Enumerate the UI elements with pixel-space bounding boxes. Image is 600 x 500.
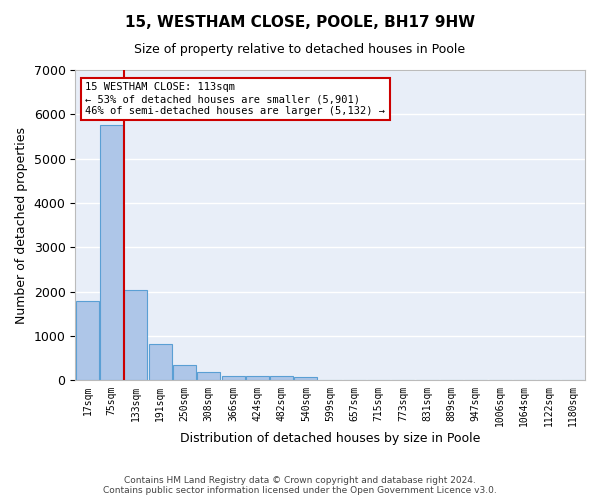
Bar	[295, 378, 317, 380]
Bar	[173, 366, 196, 380]
X-axis label: Distribution of detached houses by size in Poole: Distribution of detached houses by size …	[180, 432, 481, 445]
Bar	[124, 290, 148, 380]
Bar	[221, 376, 245, 380]
Bar	[197, 372, 220, 380]
Bar	[270, 376, 293, 380]
Text: Contains HM Land Registry data © Crown copyright and database right 2024.
Contai: Contains HM Land Registry data © Crown c…	[103, 476, 497, 495]
Text: 15 WESTHAM CLOSE: 113sqm
← 53% of detached houses are smaller (5,901)
46% of sem: 15 WESTHAM CLOSE: 113sqm ← 53% of detach…	[85, 82, 385, 116]
Text: Size of property relative to detached houses in Poole: Size of property relative to detached ho…	[134, 42, 466, 56]
Bar	[100, 126, 123, 380]
Y-axis label: Number of detached properties: Number of detached properties	[15, 126, 28, 324]
Text: 15, WESTHAM CLOSE, POOLE, BH17 9HW: 15, WESTHAM CLOSE, POOLE, BH17 9HW	[125, 15, 475, 30]
Bar	[76, 300, 99, 380]
Bar	[149, 344, 172, 381]
Bar	[246, 376, 269, 380]
